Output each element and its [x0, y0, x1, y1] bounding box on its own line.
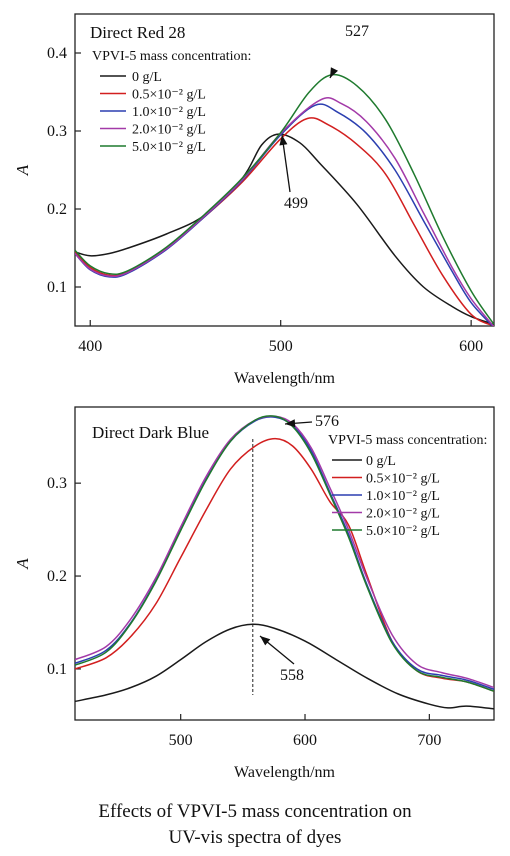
x-tick-label: 600 — [459, 338, 483, 355]
y-axis-label: A — [13, 558, 32, 570]
legend-label: 5.0×10⁻² g/L — [366, 524, 440, 539]
peak-annotation-label: 558 — [280, 667, 304, 684]
legend-label: 0 g/L — [366, 454, 396, 469]
legend-label: 0 g/L — [132, 70, 162, 85]
series-line-4 — [75, 73, 494, 325]
x-axis-label: Wavelength/nm — [234, 764, 335, 781]
y-tick-label: 0.2 — [47, 568, 67, 585]
figure-caption-line-1: Effects of VPVI-5 mass concentration on — [98, 801, 412, 822]
panel-title: Direct Red 28 — [90, 23, 185, 42]
peak-annotation-label: 576 — [315, 413, 339, 430]
y-tick-label: 0.1 — [47, 279, 67, 296]
x-tick-label: 700 — [417, 732, 441, 749]
annotation-arrowhead — [279, 135, 288, 146]
y-tick-label: 0.2 — [47, 201, 67, 218]
chart-panel-bottom: 500 600 700 0.1 0.2 0.3 Wavelength/nm A Direct D… — [13, 406, 495, 781]
series-line-3 — [75, 97, 494, 326]
figure-caption-line-2: UV-vis spectra of dyes — [168, 827, 342, 848]
series-line-0 — [75, 623, 494, 710]
peak-annotation-label: 527 — [345, 23, 369, 40]
plot-frame — [74, 13, 495, 327]
legend-label: 1.0×10⁻² g/L — [132, 105, 206, 120]
x-tick-label: 600 — [293, 732, 317, 749]
series-line-3 — [75, 415, 494, 689]
y-tick-label: 0.1 — [47, 661, 67, 678]
x-axis-label: Wavelength/nm — [234, 370, 335, 387]
x-tick-label: 500 — [269, 338, 293, 355]
series-line-2 — [75, 103, 494, 326]
panel-title: Direct Dark Blue — [92, 423, 209, 442]
peak-annotation-label: 499 — [284, 195, 308, 212]
legend-label: 0.5×10⁻² g/L — [132, 88, 206, 103]
legend-label: 0.5×10⁻² g/L — [366, 472, 440, 487]
series-line-2 — [75, 416, 494, 691]
annotation-arrowhead — [285, 419, 296, 428]
y-axis-label: A — [13, 164, 32, 176]
legend-label: 1.0×10⁻² g/L — [366, 489, 440, 504]
plot-frame — [74, 406, 495, 721]
series-line-4 — [75, 415, 494, 692]
chart-panel-top: 400 500 600 0.1 0.2 0.3 0.4 Wavelength/nm A Direc… — [13, 13, 495, 387]
y-tick-label: 0.3 — [47, 123, 67, 140]
annotation-arrowhead — [260, 636, 271, 646]
x-tick-label: 400 — [78, 338, 102, 355]
series-line-0 — [75, 133, 494, 326]
legend-title: VPVI-5 mass concentration: — [328, 433, 487, 448]
legend-label: 5.0×10⁻² g/L — [132, 140, 206, 155]
legend-title: VPVI-5 mass concentration: — [92, 49, 251, 64]
y-tick-label: 0.4 — [47, 45, 67, 62]
legend-label: 2.0×10⁻² g/L — [132, 123, 206, 138]
x-tick-label: 500 — [169, 732, 193, 749]
y-tick-label: 0.3 — [47, 475, 67, 492]
annotation-arrowhead — [330, 67, 338, 78]
legend-label: 2.0×10⁻² g/L — [366, 507, 440, 522]
